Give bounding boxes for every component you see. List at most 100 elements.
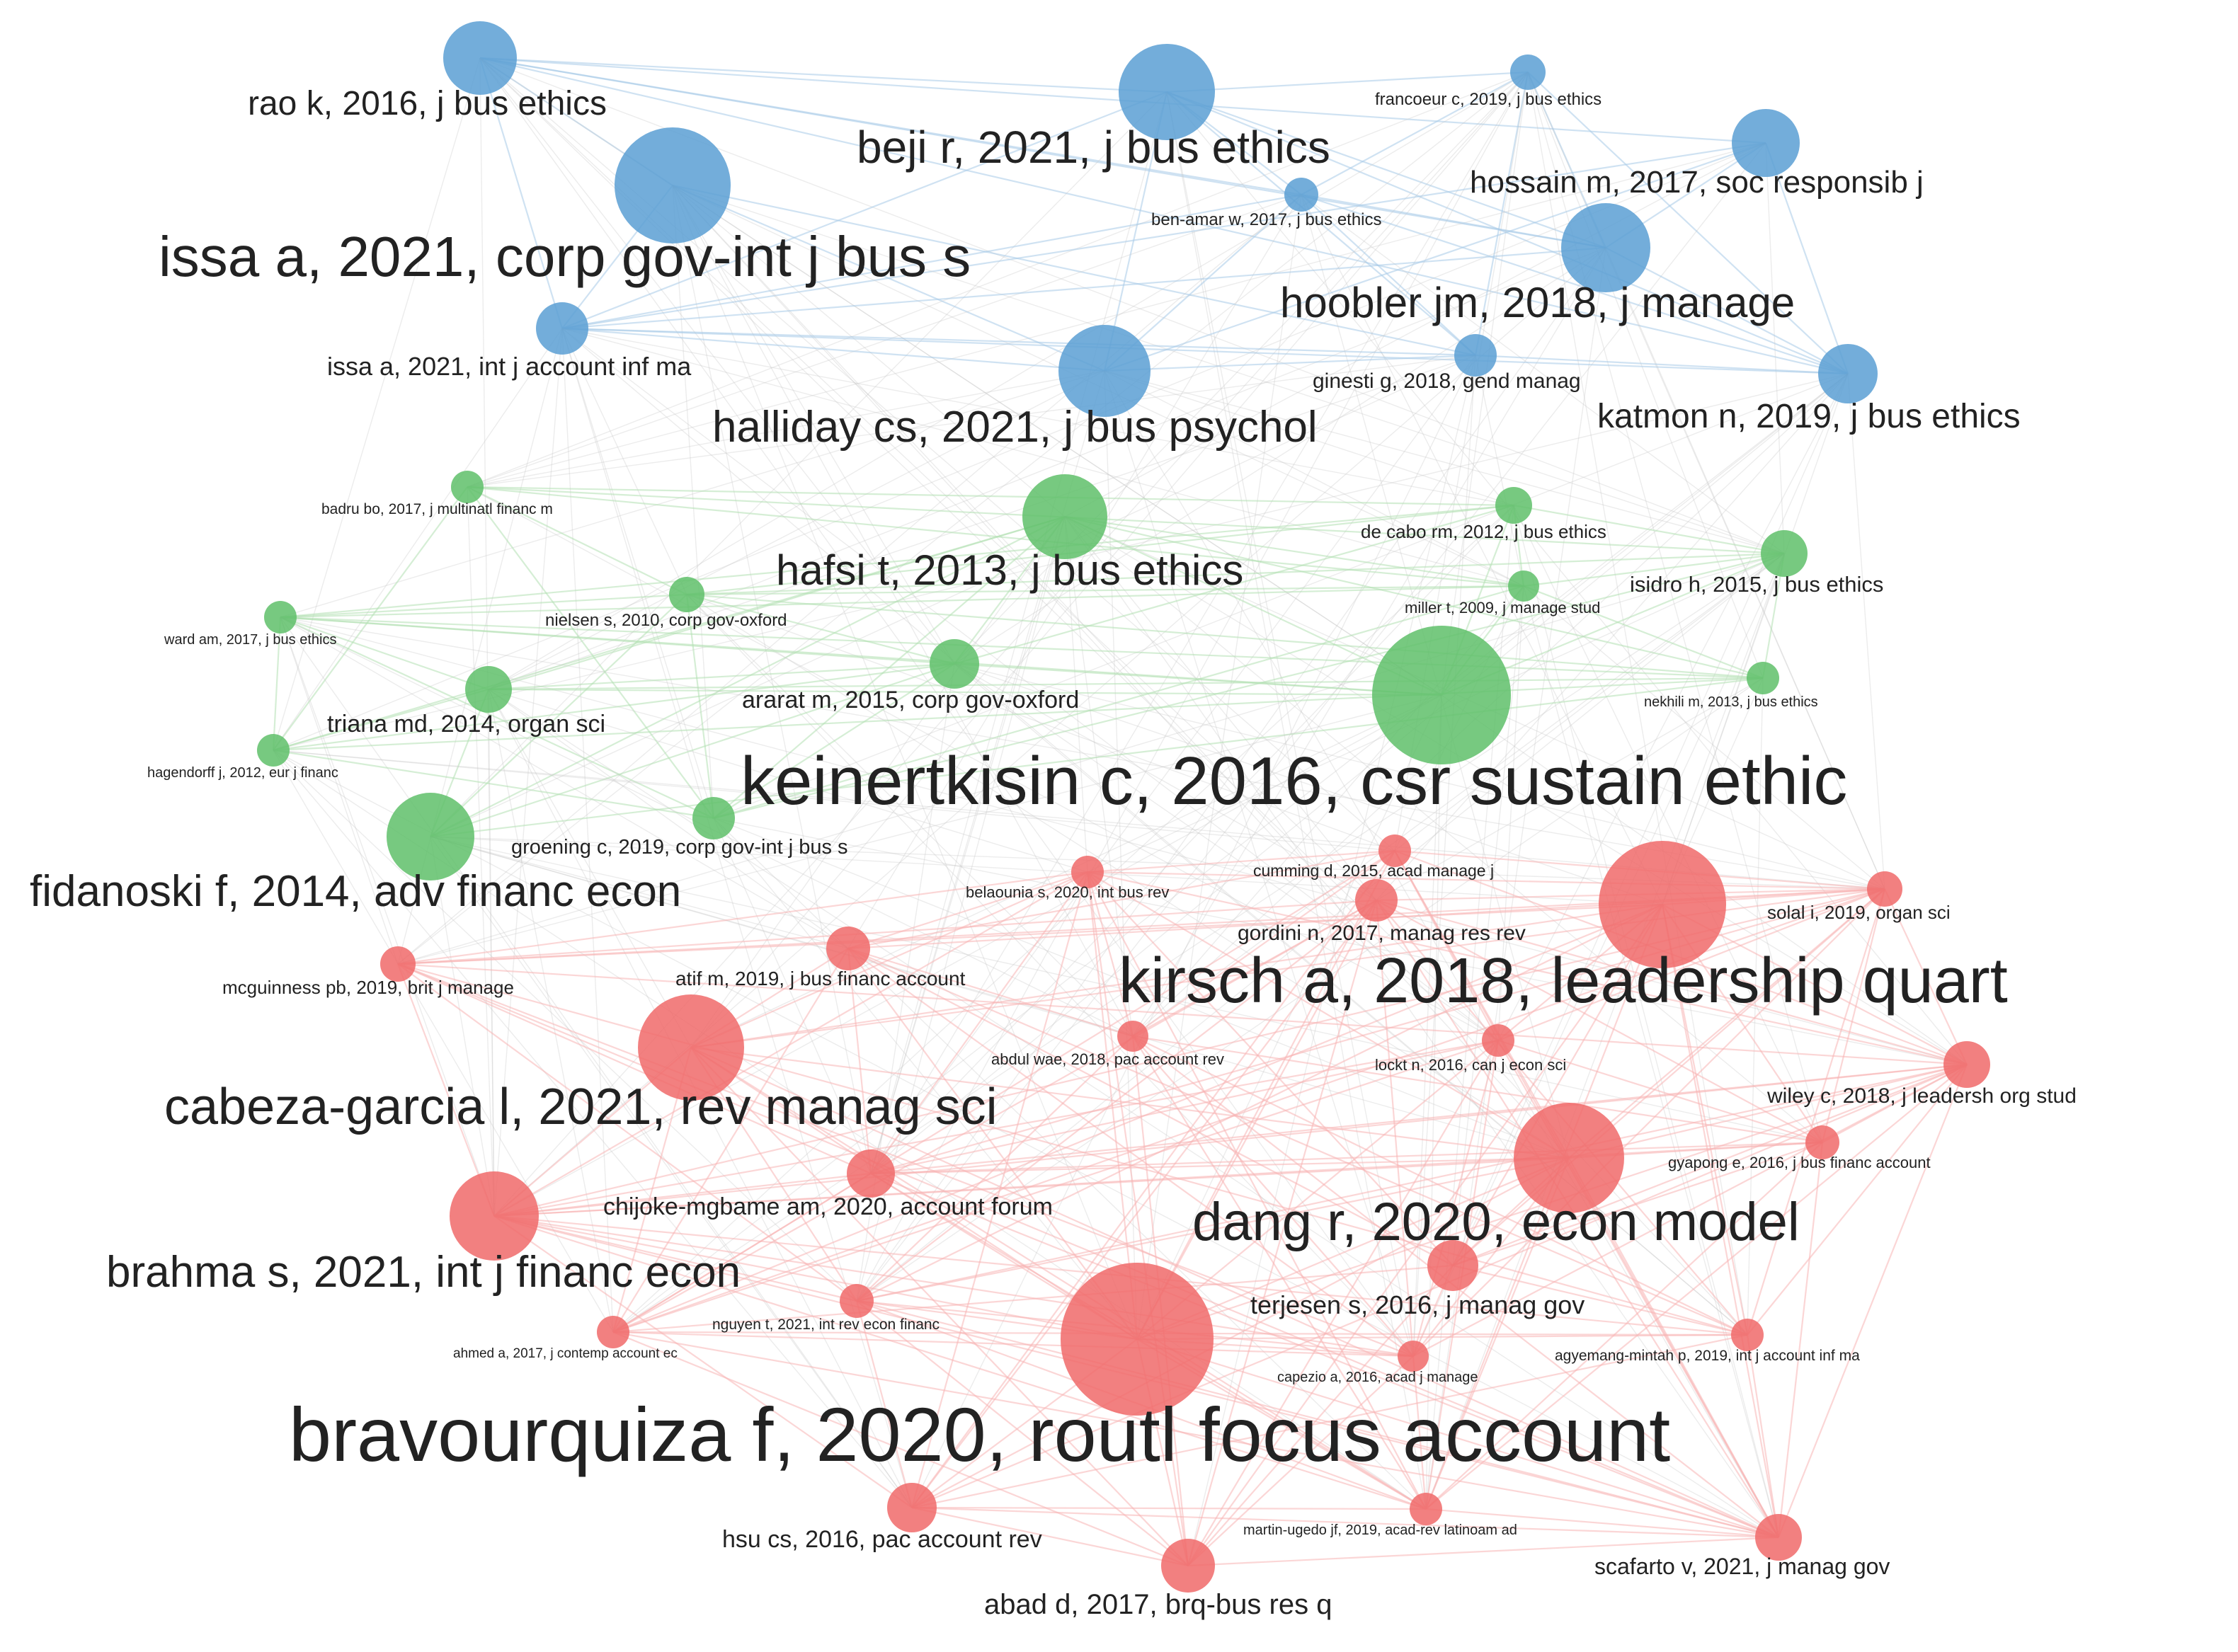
- edge-4-37: [672, 185, 872, 1174]
- edge-42-48: [612, 1331, 1779, 1539]
- edge-22-41: [273, 750, 857, 1302]
- edge-43-49: [1187, 1355, 1414, 1566]
- node-wiley-c-2018-j-leadersh-org-stud[interactable]: [1943, 1041, 1990, 1088]
- node-badru-bo-2017-j-multinatl-financ-m[interactable]: [451, 471, 484, 503]
- node-label-scafarto-v-2021-j-manag-gov: scafarto v, 2021, j manag gov: [1594, 1554, 1890, 1579]
- edge-6-19: [488, 247, 1606, 690]
- edge-19-39: [488, 689, 495, 1217]
- node-issa-a-2021-int-j-account-inf-ma[interactable]: [536, 302, 588, 355]
- node-ginesti-g-2018-gend-manag[interactable]: [1454, 334, 1497, 377]
- node-issa-a-2021-corp-gov-int-j-bus-s[interactable]: [615, 127, 731, 243]
- node-miller-t-2009-j-manage-stud[interactable]: [1508, 570, 1539, 602]
- node-fidanoski-f-2014-adv-financ-econ[interactable]: [387, 793, 474, 881]
- node-capezio-a-2016-acad-j-manage[interactable]: [1398, 1341, 1429, 1372]
- node-abdul-wae-2018-pac-account-rev[interactable]: [1117, 1021, 1148, 1052]
- edge-29-41: [856, 904, 1663, 1302]
- node-label-kirsch-a-2018-leadership-quart: kirsch a, 2018, leadership quart: [1119, 946, 2008, 1016]
- edge-23-37: [713, 818, 872, 1174]
- node-groening-c-2019-corp-gov-int-j-bus-s[interactable]: [692, 797, 735, 839]
- node-hsu-cs-2016-pac-account-rev[interactable]: [887, 1483, 937, 1532]
- node-beji-r-2021-j-bus-ethics[interactable]: [1119, 44, 1215, 140]
- edge-18-22: [273, 662, 955, 752]
- edge-17-19: [280, 616, 489, 691]
- node-bravourquiza-f-2020-routl-focus-account[interactable]: [1061, 1263, 1214, 1416]
- edge-46-48: [911, 1506, 1779, 1539]
- edge-9-43: [1412, 355, 1476, 1357]
- node-cabeza-garcia-l-2021-rev-manag-sci[interactable]: [638, 994, 744, 1101]
- edge-4-8: [672, 184, 1105, 372]
- edge-33-45: [1136, 1040, 1499, 1340]
- edge-1-34: [1166, 91, 1968, 1065]
- edge-3-22: [273, 142, 1766, 751]
- node-atif-m-2019-j-bus-financ-account[interactable]: [826, 927, 870, 970]
- node-mcguinness-pb-2019-brit-j-manage[interactable]: [380, 946, 416, 982]
- node-hossain-m-2017-soc-responsib-j[interactable]: [1732, 109, 1800, 177]
- node-hagendorff-j-2012-eur-j-financ[interactable]: [257, 734, 290, 767]
- edge-10-42: [612, 373, 1849, 1333]
- edge-29-40: [1452, 904, 1663, 1266]
- node-label-issa-a-2021-int-j-account-inf-ma: issa a, 2021, int j account inf ma: [327, 352, 692, 381]
- node-hafsi-t-2013-j-bus-ethics[interactable]: [1022, 474, 1107, 559]
- edge-19-21: [488, 688, 1442, 696]
- edge-19-22: [273, 688, 489, 752]
- node-solal-i-2019-organ-sci[interactable]: [1867, 871, 1902, 907]
- edge-1-47: [1166, 91, 1427, 1510]
- node-ararat-m-2015-corp-gov-oxford[interactable]: [930, 639, 979, 689]
- node-kirsch-a-2018-leadership-quart[interactable]: [1599, 841, 1726, 968]
- edge-11-22: [273, 486, 468, 751]
- node-francoeur-c-2019-j-bus-ethics[interactable]: [1510, 55, 1546, 90]
- node-ahmed-a-2017-j-contemp-account-ec[interactable]: [597, 1316, 629, 1348]
- edge-41-46: [855, 1300, 913, 1508]
- node-nielsen-s-2010-corp-gov-oxford[interactable]: [669, 577, 704, 612]
- node-de-cabo-rm-2012-j-bus-ethics[interactable]: [1495, 487, 1532, 524]
- node-isidro-h-2015-j-bus-ethics[interactable]: [1761, 530, 1808, 577]
- edge-7-8: [561, 327, 1105, 372]
- node-scafarto-v-2021-j-manag-gov[interactable]: [1755, 1514, 1802, 1561]
- node-halliday-cs-2021-j-bus-psychol[interactable]: [1058, 325, 1151, 417]
- edge-0-7: [479, 57, 564, 329]
- node-katmon-n-2019-j-bus-ethics[interactable]: [1818, 344, 1878, 403]
- node-agyemang-mintah-p-2019-int-j-account-inf-ma[interactable]: [1731, 1319, 1764, 1351]
- node-gordini-n-2017-manag-res-rev[interactable]: [1355, 879, 1398, 922]
- node-chijoke-mgbame-am-2020-account-forum[interactable]: [847, 1149, 895, 1198]
- node-abad-d-2017-brq-bus-res-q[interactable]: [1161, 1539, 1215, 1593]
- node-brahma-s-2021-int-j-financ-econ[interactable]: [450, 1171, 539, 1261]
- node-gyapong-e-2016-j-bus-financ-account[interactable]: [1805, 1125, 1839, 1159]
- edge-32-47: [1132, 1036, 1427, 1510]
- edge-35-48: [690, 1046, 1779, 1539]
- node-lockt-n-2016-can-j-econ-sci[interactable]: [1482, 1024, 1514, 1057]
- edge-9-10: [1475, 354, 1849, 375]
- node-triana-md-2014-organ-sci[interactable]: [465, 666, 512, 713]
- edge-21-45: [1136, 694, 1442, 1340]
- node-rao-k-2016-j-bus-ethics[interactable]: [443, 21, 517, 95]
- node-dang-r-2020-econ-model[interactable]: [1514, 1103, 1624, 1213]
- node-terjesen-s-2016-j-manag-gov[interactable]: [1427, 1240, 1478, 1291]
- edge-31-37: [847, 948, 872, 1174]
- node-keinertkisin-c-2016-csr-sustain-ethic[interactable]: [1372, 626, 1511, 764]
- edge-26-40: [1087, 871, 1454, 1266]
- edge-0-39: [479, 57, 495, 1217]
- node-ward-am-2017-j-bus-ethics[interactable]: [264, 601, 297, 633]
- node-label-francoeur-c-2019-j-bus-ethics: francoeur c, 2019, j bus ethics: [1375, 90, 1602, 109]
- node-martin-ugedo-jf-2019-acad-rev-latinoam-ad[interactable]: [1410, 1493, 1442, 1525]
- edge-25-26: [1087, 849, 1395, 873]
- node-label-keinertkisin-c-2016-csr-sustain-ethic: keinertkisin c, 2016, csr sustain ethic: [741, 743, 1847, 819]
- edge-10-23: [713, 373, 1849, 819]
- edge-46-47: [911, 1506, 1427, 1510]
- edge-14-42: [612, 553, 1785, 1333]
- node-hoobler-jm-2018-j-manage[interactable]: [1561, 203, 1650, 292]
- node-label-capezio-a-2016-acad-j-manage: capezio a, 2016, acad j manage: [1277, 1370, 1478, 1385]
- edge-22-23: [273, 749, 714, 820]
- edge-14-32: [1132, 553, 1785, 1037]
- edge-8-43: [1104, 370, 1414, 1357]
- node-nekhili-m-2013-j-bus-ethics[interactable]: [1747, 662, 1779, 694]
- edge-14-25: [1394, 553, 1785, 851]
- node-label-dang-r-2020-econ-model: dang r, 2020, econ model: [1192, 1192, 1800, 1252]
- node-belaounia-s-2020-int-bus-rev[interactable]: [1071, 856, 1104, 888]
- edge-39-47: [493, 1215, 1427, 1510]
- node-ben-amar-w-2017-j-bus-ethics[interactable]: [1284, 178, 1318, 212]
- edge-30-41: [397, 963, 857, 1302]
- edge-16-24: [430, 594, 687, 837]
- node-nguyen-t-2021-int-rev-econ-financ[interactable]: [840, 1284, 874, 1318]
- node-cumming-d-2015-acad-manage-j[interactable]: [1378, 834, 1411, 867]
